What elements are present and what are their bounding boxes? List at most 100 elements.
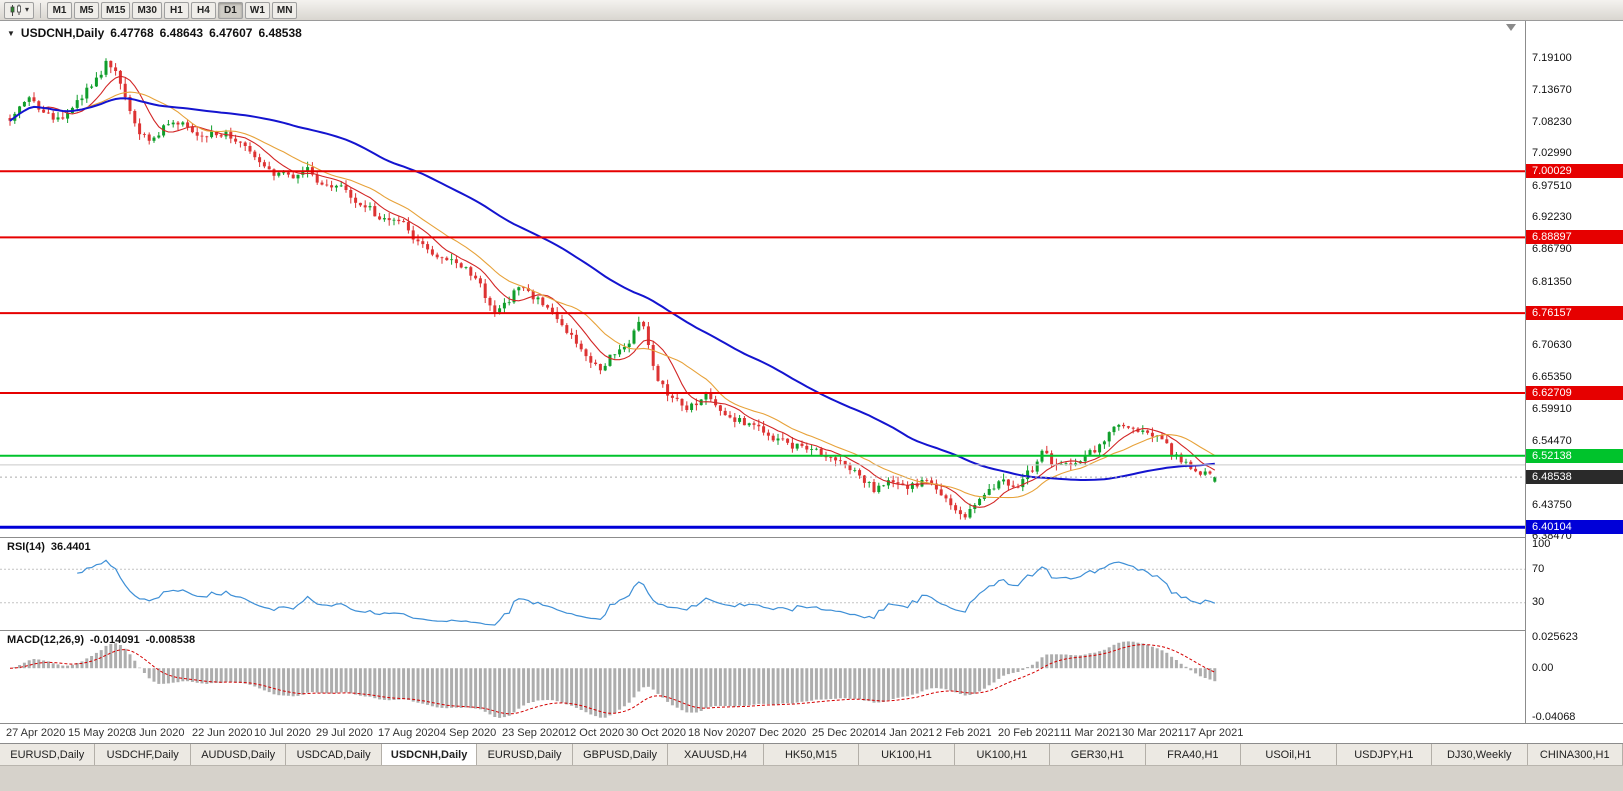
price-axis-label: 6.81350 [1532,275,1572,288]
ohlc-close: 6.48538 [258,26,302,40]
timeframe-buttons: M1 M5 M15 M30 H1 H4 D1 W1 MN [47,1,298,19]
price-axis-label: 7.08230 [1532,116,1572,129]
chart-symbol-label: USDCNH,Daily [20,26,105,40]
rsi-label: RSI(14) 36.4401 [7,541,91,553]
symbol-tab-usdjpy-h1[interactable]: USDJPY,H1 [1336,744,1433,765]
symbol-tab-usdcnh-daily[interactable]: USDCNH,Daily [381,744,478,765]
macd-name: MACD(12,26,9) [7,634,85,646]
date-label: 25 Dec 2020 [812,727,875,739]
date-label: 27 Apr 2020 [6,727,66,739]
date-label: 2 Feb 2021 [936,727,992,739]
symbol-tab-eurusd-daily[interactable]: EURUSD,Daily [477,744,573,765]
price-axis-label: 7.13670 [1532,83,1572,96]
price-axis-label: 6.92230 [1532,211,1572,224]
price-axis-label: 6.70630 [1532,339,1572,352]
date-axis[interactable]: 27 Apr 2020 15 May 2020 3 Jun 2020 22 Jun 2… [0,724,1525,743]
symbol-tab-uk100-h1[interactable]: UK100,H1 [859,744,955,765]
panel-separator-rsi[interactable] [0,537,1623,538]
chart-shift-marker-icon[interactable] [1506,24,1516,31]
date-label: 15 May 2020 [68,727,132,739]
price-axis-label: 7.02990 [1532,147,1572,160]
level-price-badge: 7.00029 [1526,164,1623,179]
timeframe-button-m30[interactable]: M30 [132,1,162,19]
price-axis-label: 6.97510 [1532,179,1572,192]
toolbar-separator [40,2,42,18]
bottom-strip [0,765,1623,791]
ohlc-high: 6.48643 [159,26,204,40]
symbol-tab-xauusd-h4[interactable]: XAUUSD,H4 [668,744,764,765]
date-label: 7 Dec 2020 [750,727,807,739]
level-price-badge: 6.88897 [1526,230,1623,245]
date-axis-separator [0,723,1623,724]
macd-label: MACD(12,26,9) -0.014091 -0.008538 [7,634,195,646]
collapse-triangle-icon[interactable]: ▼ [7,28,15,38]
candlestick-chart-icon [10,4,21,16]
rsi-name: RSI(14) [7,541,45,553]
timeframe-button-h1[interactable]: H1 [163,1,189,19]
rsi-axis-label: 100 [1532,537,1551,550]
date-label: 12 Oct 2020 [564,727,624,739]
date-label: 17 Apr 2021 [1184,727,1244,739]
symbol-tab-usdcad-daily[interactable]: USDCAD,Daily [286,744,382,765]
chart-type-button[interactable]: ▾ [4,1,35,19]
price-axis-label: 6.59910 [1532,403,1572,416]
timeframe-button-m5[interactable]: M5 [74,1,100,19]
timeframe-button-m15[interactable]: M15 [101,1,131,19]
date-label: 22 Jun 2020 [192,727,253,739]
rsi-axis-label: 30 [1532,596,1545,609]
chart-title: ▼ USDCNH,Daily 6.47768 6.48643 6.47607 6… [7,26,302,40]
symbol-tab-ger30-h1[interactable]: GER30,H1 [1050,744,1146,765]
price-axis-label: 6.43750 [1532,499,1572,512]
date-label: 18 Nov 2020 [688,727,751,739]
macd-value-signal: -0.008538 [145,634,196,646]
date-label: 29 Jul 2020 [316,727,373,739]
timeframe-button-d1[interactable]: D1 [217,1,243,19]
date-label: 30 Mar 2021 [1122,727,1184,739]
timeframe-button-m1[interactable]: M1 [47,1,73,19]
price-axis-label: 6.65350 [1532,370,1572,383]
date-label: 3 Jun 2020 [130,727,185,739]
top-toolbar: ▾ M1 M5 M15 M30 H1 H4 D1 W1 MN [0,0,1623,21]
symbol-tab-fra40-h1[interactable]: FRA40,H1 [1145,744,1242,765]
date-label: 11 Mar 2021 [1060,727,1121,739]
timeframe-button-h4[interactable]: H4 [190,1,216,19]
symbol-tab-gbpusd-daily[interactable]: GBPUSD,Daily [572,744,669,765]
macd-value-main: -0.014091 [90,634,140,646]
date-label: 20 Feb 2021 [998,727,1060,739]
chevron-down-icon: ▾ [25,5,30,14]
symbol-tab-bar: EURUSD,Daily USDCHF,Daily AUDUSD,Daily USDC… [0,743,1623,765]
price-axis-label: 7.19100 [1532,51,1572,64]
timeframe-button-mn[interactable]: MN [271,1,298,19]
symbol-tab-eurusd-daily[interactable]: EURUSD,Daily [0,744,96,765]
date-label: 17 Aug 2020 [378,727,440,739]
date-label: 23 Sep 2020 [502,727,565,739]
symbol-tab-usoil-h1[interactable]: USOil,H1 [1241,744,1337,765]
price-axis[interactable]: 7.19100 7.13670 7.08230 7.02990 6.97510 6.922… [1525,21,1623,723]
symbol-tab-china300-h1[interactable]: CHINA300,H1 [1527,744,1623,765]
symbol-tab-dj30-weekly[interactable]: DJ30,Weekly [1432,744,1528,765]
date-label: 10 Jul 2020 [254,727,311,739]
level-price-badge: 6.40104 [1526,520,1623,535]
symbol-tab-uk100-h1[interactable]: UK100,H1 [954,744,1051,765]
level-price-badge: 6.52138 [1526,448,1623,463]
macd-indicator-chart[interactable] [0,631,1525,723]
panel-separator-macd[interactable] [0,630,1623,631]
rsi-value: 36.4401 [50,541,91,553]
current-price-badge: 6.48538 [1526,470,1623,485]
date-label: 4 Sep 2020 [440,727,497,739]
macd-axis-label: 0.00 [1532,661,1554,674]
price-axis-label: 6.54470 [1532,435,1572,448]
level-price-badge: 6.62709 [1526,385,1623,400]
rsi-indicator-chart[interactable] [0,538,1525,630]
main-price-chart[interactable] [0,21,1525,537]
symbol-tab-hk50-m15[interactable]: HK50,M15 [763,744,860,765]
macd-axis-label: -0.04068 [1532,710,1576,723]
level-price-badge: 6.76157 [1526,306,1623,321]
ohlc-low: 6.47607 [209,26,253,40]
ohlc-open: 6.47768 [110,26,154,40]
timeframe-button-w1[interactable]: W1 [244,1,270,19]
symbol-tab-audusd-daily[interactable]: AUDUSD,Daily [190,744,287,765]
date-label: 30 Oct 2020 [626,727,686,739]
symbol-tab-usdchf-daily[interactable]: USDCHF,Daily [95,744,191,765]
